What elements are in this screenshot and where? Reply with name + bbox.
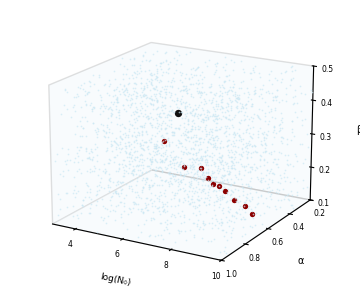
Y-axis label: α: α (297, 256, 303, 266)
X-axis label: log(N₀): log(N₀) (99, 272, 131, 288)
